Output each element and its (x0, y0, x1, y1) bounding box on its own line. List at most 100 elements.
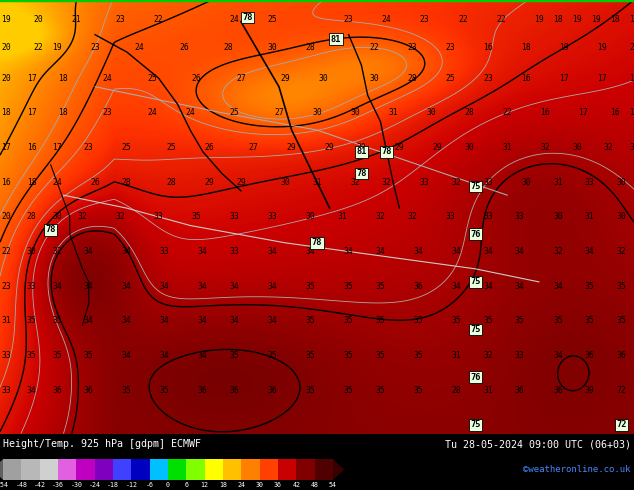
Text: 35: 35 (375, 351, 385, 360)
Text: 32: 32 (382, 178, 392, 187)
Bar (259, 459, 278, 480)
Text: 20: 20 (33, 15, 43, 24)
Text: 21: 21 (71, 15, 81, 24)
Text: 31: 31 (388, 108, 398, 117)
Text: 78: 78 (242, 13, 252, 22)
Text: 34: 34 (84, 317, 94, 325)
Text: 35: 35 (191, 212, 202, 221)
Text: 31: 31 (553, 178, 563, 187)
Text: 23: 23 (407, 43, 417, 52)
Text: 30: 30 (521, 178, 531, 187)
Text: 34: 34 (553, 351, 563, 360)
Text: 34: 34 (268, 282, 278, 291)
Text: 54: 54 (329, 482, 337, 488)
Text: 25: 25 (445, 74, 455, 82)
Bar (242, 459, 259, 480)
Text: 31: 31 (483, 386, 493, 395)
Text: 24: 24 (237, 482, 245, 488)
Polygon shape (0, 459, 3, 480)
Text: 16: 16 (483, 43, 493, 52)
Bar (168, 459, 186, 480)
Text: 75: 75 (470, 325, 481, 334)
Text: 48: 48 (311, 482, 318, 488)
Text: 34: 34 (122, 351, 132, 360)
Text: 34: 34 (230, 282, 240, 291)
Text: 17: 17 (52, 143, 62, 152)
Text: 36: 36 (616, 351, 626, 360)
Text: 25: 25 (166, 143, 176, 152)
Text: 75: 75 (470, 182, 481, 191)
Polygon shape (333, 459, 344, 480)
Text: 30: 30 (280, 178, 290, 187)
Text: 18: 18 (58, 74, 68, 82)
Text: 23: 23 (420, 15, 430, 24)
Text: 36: 36 (553, 386, 563, 395)
Text: 35: 35 (375, 386, 385, 395)
Text: 32: 32 (616, 247, 626, 256)
Text: 34: 34 (84, 282, 94, 291)
Text: 18: 18 (610, 15, 620, 24)
Text: -30: -30 (70, 482, 82, 488)
Text: 19: 19 (629, 108, 634, 117)
Text: 33: 33 (515, 212, 525, 221)
Text: 34: 34 (451, 282, 462, 291)
Text: 30: 30 (268, 43, 278, 52)
Text: 33: 33 (153, 212, 164, 221)
Text: 30: 30 (629, 143, 634, 152)
Text: 18: 18 (219, 482, 227, 488)
Text: 32: 32 (115, 212, 126, 221)
Text: 34: 34 (515, 247, 525, 256)
Text: 30: 30 (256, 482, 264, 488)
Text: 35: 35 (413, 351, 424, 360)
Text: 34: 34 (515, 282, 525, 291)
Text: 29: 29 (394, 143, 404, 152)
Bar (296, 459, 314, 480)
Text: 17: 17 (629, 15, 634, 24)
Text: 16: 16 (629, 74, 634, 82)
Bar (77, 459, 94, 480)
Text: 29: 29 (236, 178, 246, 187)
Text: 32: 32 (375, 212, 385, 221)
Text: 35: 35 (483, 317, 493, 325)
Text: 35: 35 (375, 317, 385, 325)
Text: 35: 35 (413, 317, 424, 325)
Bar (58, 459, 77, 480)
Text: 35: 35 (585, 317, 595, 325)
Text: 22: 22 (502, 108, 512, 117)
Text: 19: 19 (1, 15, 11, 24)
Text: 23: 23 (84, 143, 94, 152)
Text: 34: 34 (483, 282, 493, 291)
Text: 0: 0 (166, 482, 170, 488)
Text: 29: 29 (325, 143, 335, 152)
Text: 33: 33 (483, 212, 493, 221)
Text: 34: 34 (122, 317, 132, 325)
Text: 20: 20 (1, 212, 11, 221)
Text: 32: 32 (604, 143, 614, 152)
Text: 18: 18 (521, 43, 531, 52)
Text: 27: 27 (249, 143, 259, 152)
Text: 28: 28 (464, 108, 474, 117)
Text: 36: 36 (585, 351, 595, 360)
Text: 35: 35 (27, 317, 37, 325)
Text: -36: -36 (52, 482, 64, 488)
Bar (278, 459, 296, 480)
Text: 81: 81 (356, 147, 366, 156)
Text: 32: 32 (77, 212, 87, 221)
Text: 33: 33 (27, 282, 37, 291)
Text: 72: 72 (616, 420, 626, 429)
Text: 23: 23 (483, 74, 493, 82)
Text: 24: 24 (147, 108, 157, 117)
Text: 17: 17 (27, 74, 37, 82)
Text: 33: 33 (585, 178, 595, 187)
Text: 35: 35 (306, 351, 316, 360)
Text: 39: 39 (585, 386, 595, 395)
Text: 28: 28 (122, 178, 132, 187)
Text: 34: 34 (52, 282, 62, 291)
Text: 25: 25 (268, 15, 278, 24)
Text: 31: 31 (451, 351, 462, 360)
Text: 76: 76 (470, 373, 481, 382)
Text: 22: 22 (369, 43, 379, 52)
Text: 19: 19 (572, 15, 582, 24)
Text: 18: 18 (553, 15, 563, 24)
Text: 78: 78 (312, 238, 322, 247)
